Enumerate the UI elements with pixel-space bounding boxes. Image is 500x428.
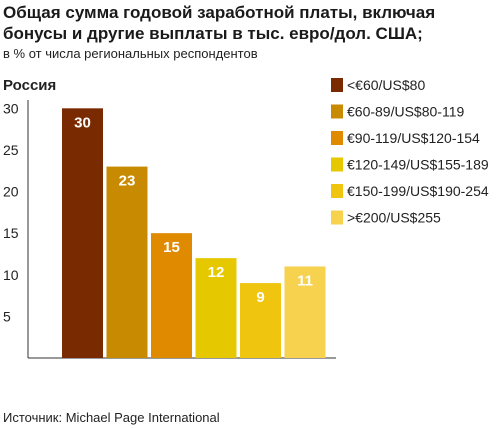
bar (62, 108, 103, 359)
bar (151, 233, 192, 358)
y-tick-label: 25 (3, 142, 19, 158)
source-note: Источник: Michael Page International (3, 410, 220, 425)
bar (195, 258, 237, 358)
legend: <€60/US$80 €60-89/US$80-119 €90-119/US$120… (331, 77, 489, 226)
bar (284, 266, 326, 358)
legend-label: €60-89/US$80-119 (347, 104, 464, 120)
chart-title: Общая сумма годовой заработной платы, вк… (3, 3, 436, 43)
chart-region-label: Россия (3, 77, 57, 94)
y-tick-label: 15 (3, 225, 19, 241)
legend-label: <€60/US$80 (347, 77, 425, 93)
y-tick-label: 5 (3, 308, 11, 324)
legend-label: €90-119/US$120-154 (347, 130, 480, 146)
legend-label: €150-199/US$190-254 (347, 183, 489, 199)
y-tick-label: 10 (3, 267, 19, 283)
bar-group: 30 23 15 12 9 11 (62, 108, 326, 359)
bar (240, 283, 281, 358)
legend-swatch (331, 78, 343, 92)
legend-label: >€200/US$255 (347, 210, 441, 226)
legend-swatch (331, 157, 343, 172)
legend-label: €120-149/US$155-189 (347, 157, 489, 173)
y-tick-group: 5 10 15 20 25 30 (3, 100, 19, 324)
bar-value-label: 15 (163, 239, 180, 256)
legend-swatch (331, 184, 343, 198)
y-tick-label: 30 (3, 100, 19, 116)
bar-value-label: 30 (74, 114, 91, 131)
y-tick-label: 20 (3, 184, 19, 200)
bar-value-label: 23 (119, 173, 136, 190)
legend-swatch (331, 131, 343, 145)
chart-subtitle: в % от числа региональных респондентов (3, 46, 258, 61)
bar-value-label: 12 (208, 264, 225, 281)
legend-swatch (331, 104, 343, 119)
bar (106, 166, 148, 358)
bar-value-label: 11 (297, 272, 313, 289)
bar-value-label: 9 (256, 289, 264, 306)
legend-swatch (331, 210, 343, 225)
